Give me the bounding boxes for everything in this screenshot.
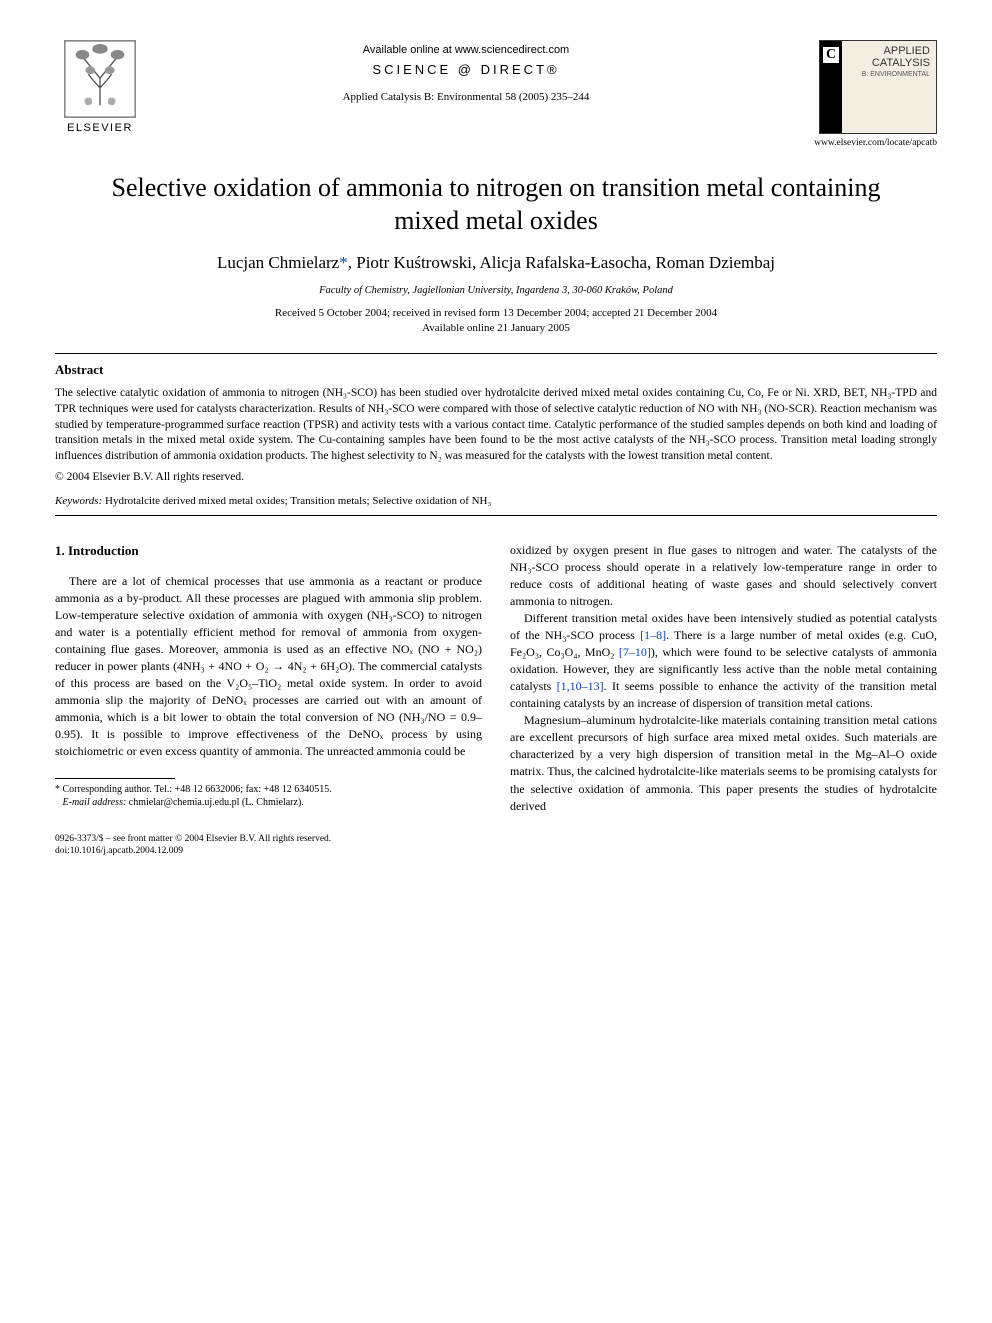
dates-online: Available online 21 January 2005 bbox=[55, 321, 937, 336]
keywords-text: Hydrotalcite derived mixed metal oxides;… bbox=[102, 495, 491, 507]
affiliation: Faculty of Chemistry, Jagiellonian Unive… bbox=[55, 285, 937, 296]
elsevier-tree-icon bbox=[64, 40, 136, 118]
journal-citation: Applied Catalysis B: Environmental 58 (2… bbox=[343, 91, 590, 103]
rule-top bbox=[55, 353, 937, 354]
science-direct-logo: SCIENCE @ DIRECT® bbox=[372, 62, 559, 77]
footnote-email-line: E-mail address: chmielar@chemia.uj.edu.p… bbox=[55, 796, 482, 810]
author-list: Lucjan Chmielarz*, Piotr Kuśtrowski, Ali… bbox=[55, 253, 937, 273]
journal-cover-icon: C APPLIED CATALYSIS B: ENVIRONMENTAL bbox=[819, 40, 937, 134]
section-1-heading: 1. Introduction bbox=[55, 542, 482, 560]
body-columns: 1. Introduction There are a lot of chemi… bbox=[55, 542, 937, 815]
corresponding-asterisk-icon: * bbox=[339, 253, 348, 272]
keywords-label: Keywords: bbox=[55, 495, 102, 507]
intro-para-3: Magnesium–aluminum hydrotalcite-like mat… bbox=[510, 712, 937, 814]
journal-cover-block: C APPLIED CATALYSIS B: ENVIRONMENTAL www… bbox=[787, 40, 937, 148]
page-header: ELSEVIER Available online at www.science… bbox=[55, 40, 937, 148]
dates-received: Received 5 October 2004; received in rev… bbox=[55, 306, 937, 321]
publisher-name: ELSEVIER bbox=[67, 122, 133, 134]
column-right: oxidized by oxygen present in flue gases… bbox=[510, 542, 937, 815]
rule-bottom bbox=[55, 515, 937, 516]
authors-text: Lucjan Chmielarz*, Piotr Kuśtrowski, Ali… bbox=[217, 253, 775, 272]
journal-cover-subtitle: B: ENVIRONMENTAL bbox=[862, 71, 930, 78]
article-title: Selective oxidation of ammonia to nitrog… bbox=[95, 172, 897, 237]
header-center: Available online at www.sciencedirect.co… bbox=[145, 40, 787, 103]
article-dates: Received 5 October 2004; received in rev… bbox=[55, 306, 937, 337]
journal-cover-letter: C bbox=[823, 47, 839, 63]
intro-para-2: Different transition metal oxides have b… bbox=[510, 610, 937, 712]
copyright-line: © 2004 Elsevier B.V. All rights reserved… bbox=[55, 471, 937, 483]
corresponding-footnote: * Corresponding author. Tel.: +48 12 663… bbox=[55, 783, 482, 810]
ref-1-10-13[interactable]: [1,10–13] bbox=[557, 679, 604, 693]
doi-line: doi:10.1016/j.apcatb.2004.12.009 bbox=[55, 845, 937, 857]
ref-7-10[interactable]: [7–10] bbox=[619, 645, 651, 659]
journal-locate-url: www.elsevier.com/locate/apcatb bbox=[814, 138, 937, 148]
front-matter-footer: 0926-3373/$ – see front matter © 2004 El… bbox=[55, 833, 937, 858]
footnote-corresponding: * Corresponding author. Tel.: +48 12 663… bbox=[55, 783, 482, 797]
issn-copyright: 0926-3373/$ – see front matter © 2004 El… bbox=[55, 833, 937, 845]
intro-para-1-cont: oxidized by oxygen present in flue gases… bbox=[510, 542, 937, 610]
intro-para-1: There are a lot of chemical processes th… bbox=[55, 573, 482, 760]
ref-1-8[interactable]: [1–8] bbox=[640, 628, 666, 642]
footnote-rule bbox=[55, 778, 175, 779]
abstract-heading: Abstract bbox=[55, 362, 937, 378]
publisher-logo-block: ELSEVIER bbox=[55, 40, 145, 134]
available-online-text: Available online at www.sciencedirect.co… bbox=[363, 44, 569, 56]
keywords-line: Keywords: Hydrotalcite derived mixed met… bbox=[55, 495, 937, 507]
footnote-email: chmielar@chemia.uj.edu.pl (L. Chmielarz)… bbox=[126, 797, 303, 808]
column-left: 1. Introduction There are a lot of chemi… bbox=[55, 542, 482, 815]
abstract-text: The selective catalytic oxidation of amm… bbox=[55, 386, 937, 465]
footnote-email-label: E-mail address: bbox=[63, 797, 127, 808]
